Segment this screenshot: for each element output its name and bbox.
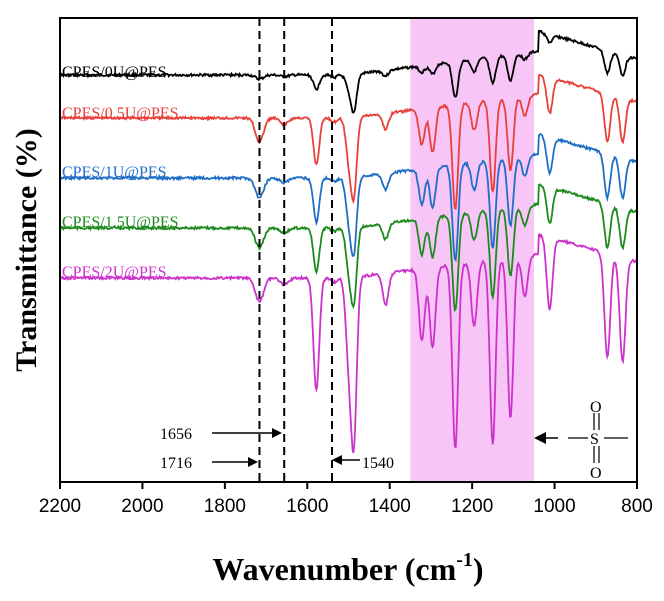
legend-label-1-5u: CPES/1.5U@PES — [62, 214, 179, 231]
x-axis-title-close: ) — [473, 551, 484, 587]
x-tick-label-1200: 1200 — [451, 496, 493, 517]
series-line-1u — [59, 132, 638, 263]
x-tick-label-1600: 1600 — [286, 496, 328, 517]
x-tick-label-1000: 1000 — [533, 496, 575, 517]
y-axis-title: Transmittance (%) — [10, 128, 43, 372]
sulfone-structure: O S O — [568, 399, 628, 482]
sulfone-o-top: O — [590, 399, 602, 416]
sulfone-s: S — [590, 431, 599, 448]
x-axis-title-main: Wavenumber — [212, 551, 397, 587]
x-axis-title-open: ( — [405, 551, 416, 587]
legend-label-0-5u: CPES/0.5U@PES — [62, 105, 179, 122]
x-tick-label-800: 800 — [621, 496, 653, 517]
x-axis-title-unit: cm — [415, 551, 456, 587]
x-tick-label-2000: 2000 — [121, 496, 163, 517]
legend-label-0u: CPES/0U@PES — [62, 64, 167, 81]
annotation-1656: 1656 — [160, 426, 192, 443]
series-group — [59, 29, 638, 454]
sulfone-o-bottom: O — [590, 465, 602, 482]
x-tick-label-1800: 1800 — [204, 496, 246, 517]
x-tick-label-2200: 2200 — [39, 496, 81, 517]
series-line-1-5u — [59, 183, 638, 312]
arrowhead-1656 — [272, 428, 282, 438]
arrowhead-1540 — [332, 455, 342, 465]
x-axis-title: Wavenumber (cm-1) — [212, 549, 483, 587]
sulfone-shaded-region — [410, 18, 534, 482]
arrowhead-1716 — [248, 457, 258, 467]
x-axis-ticks: 2200 2000 1800 1600 1400 1200 1000 800 — [39, 482, 653, 517]
x-axis-title-exp: -1 — [456, 549, 473, 571]
series-line-0-5u — [59, 73, 638, 211]
series-line-0u — [59, 29, 638, 114]
legend-label-1u: CPES/1U@PES — [62, 164, 167, 181]
series-line-2u — [59, 232, 638, 454]
legend-label-2u: CPES/2U@PES — [62, 264, 167, 281]
arrowhead-sulfone — [534, 432, 546, 444]
plot-frame — [59, 17, 638, 483]
x-tick-label-1400: 1400 — [369, 496, 411, 517]
annotation-1716: 1716 — [160, 455, 192, 472]
annotation-1540: 1540 — [362, 455, 394, 472]
